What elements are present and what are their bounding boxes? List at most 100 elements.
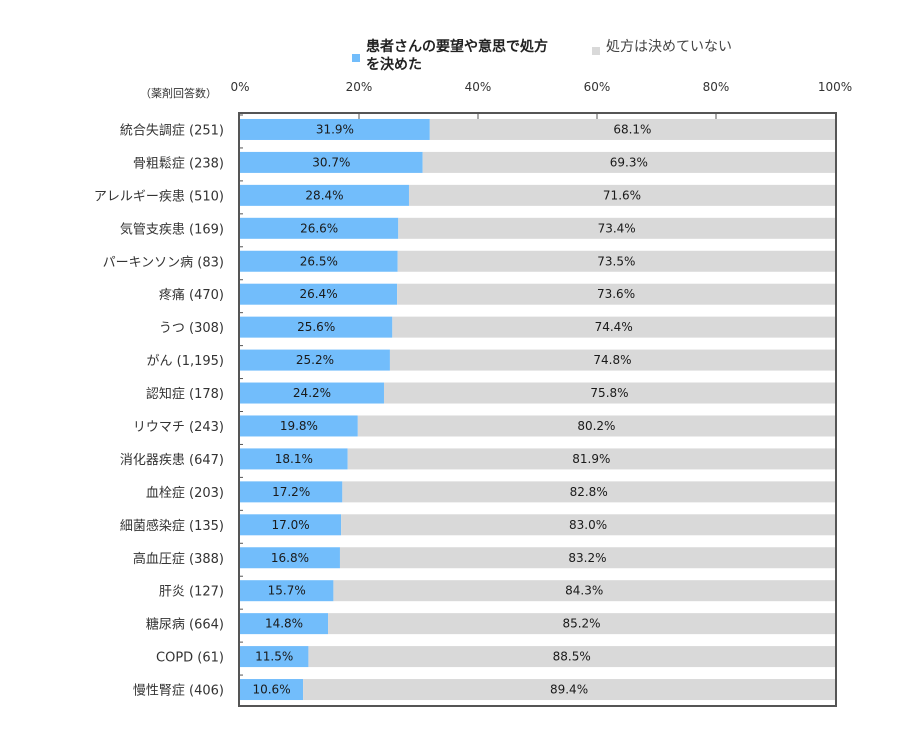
legend-swatch-not-decided: [592, 47, 600, 55]
bar-not-decided: [383, 382, 835, 404]
bar-requested: [240, 580, 334, 602]
category-label: 細菌感染症 (135): [120, 518, 224, 534]
category-label: 高血圧症 (388): [133, 551, 224, 567]
x-tick-label: 20%: [346, 80, 373, 94]
data-label-not-decided: 73.5%: [597, 254, 635, 268]
category-label: 認知症 (178): [146, 386, 224, 402]
bar-not-decided: [422, 151, 835, 173]
data-label-not-decided: 84.3%: [565, 584, 603, 598]
bar-requested: [240, 646, 309, 668]
bar-not-decided: [397, 250, 835, 272]
data-label-not-decided: 74.8%: [593, 353, 631, 367]
data-label-requested: 26.5%: [300, 254, 338, 268]
x-tick-label: 100%: [818, 80, 852, 94]
data-label-not-decided: 89.4%: [550, 683, 588, 697]
x-tick-label: 60%: [584, 80, 611, 94]
data-label-requested: 25.2%: [296, 353, 334, 367]
category-label: 気管支疾患 (169): [120, 221, 224, 237]
category-label: 糖尿病 (664): [146, 617, 224, 633]
x-tick-label: 0%: [230, 80, 249, 94]
bar-requested: [240, 382, 384, 404]
data-label-requested: 18.1%: [275, 452, 313, 466]
legend-item-not-decided: 処方は決めていない: [592, 38, 732, 56]
bar-requested: [240, 151, 423, 173]
data-label-not-decided: 83.2%: [568, 551, 606, 565]
bar-requested: [240, 250, 398, 272]
bar-not-decided: [389, 349, 835, 371]
bar-not-decided: [303, 679, 835, 701]
data-label-not-decided: 75.8%: [590, 386, 628, 400]
data-label-requested: 25.6%: [297, 320, 335, 334]
category-label: うつ (308): [159, 321, 224, 336]
data-label-requested: 17.0%: [272, 518, 310, 532]
bar-not-decided: [308, 646, 835, 668]
data-label-not-decided: 82.8%: [570, 485, 608, 499]
data-label-requested: 28.4%: [305, 188, 343, 202]
bar-requested: [240, 679, 304, 701]
bar-not-decided: [392, 316, 835, 338]
data-label-not-decided: 68.1%: [613, 122, 651, 136]
data-label-not-decided: 69.3%: [610, 155, 648, 169]
category-label: 統合失調症 (251): [120, 123, 224, 138]
category-label: リウマチ (243): [133, 420, 224, 435]
unit-label: （薬剤回答数）: [140, 87, 217, 100]
legend-item-requested: 患者さんの要望や意思で処方を決めた: [352, 38, 551, 74]
data-label-not-decided: 88.5%: [553, 650, 591, 664]
legend-label-not-decided: 処方は決めていない: [606, 39, 732, 55]
bar-requested: [240, 316, 393, 338]
data-label-requested: 16.8%: [271, 551, 309, 565]
data-label-requested: 31.9%: [316, 122, 354, 136]
x-tick-label: 40%: [465, 80, 492, 94]
legend-label-requested: 患者さんの要望や意思で処方を決めた: [366, 39, 548, 73]
data-label-requested: 26.4%: [299, 287, 337, 301]
bar-not-decided: [342, 481, 835, 503]
bar-requested: [240, 349, 390, 371]
data-label-requested: 24.2%: [293, 386, 331, 400]
bar-requested: [240, 547, 340, 569]
data-label-not-decided: 74.4%: [595, 320, 633, 334]
category-label: 慢性腎症 (406): [133, 683, 224, 699]
bar-not-decided: [398, 217, 835, 239]
data-label-requested: 10.6%: [252, 683, 290, 697]
bar-requested: [240, 415, 358, 437]
category-label: パーキンソン病 (83): [103, 255, 224, 270]
x-tick-label: 80%: [703, 80, 730, 94]
category-label: 疼痛 (470): [159, 287, 224, 303]
bar-not-decided: [347, 448, 835, 470]
bar-not-decided: [408, 184, 835, 206]
data-label-requested: 17.2%: [272, 485, 310, 499]
category-label: アレルギー疾患 (510): [94, 189, 224, 204]
bar-not-decided: [357, 415, 835, 437]
bar-requested: [240, 217, 399, 239]
bar-not-decided: [397, 283, 835, 305]
bar-requested: [240, 184, 409, 206]
category-label: 肝炎 (127): [159, 585, 224, 600]
plot-frame: [238, 112, 837, 707]
data-label-not-decided: 71.6%: [603, 188, 641, 202]
data-label-not-decided: 80.2%: [577, 419, 615, 433]
bar-requested: [240, 481, 343, 503]
data-label-not-decided: 83.0%: [569, 518, 607, 532]
data-label-not-decided: 73.4%: [598, 221, 636, 235]
bar-not-decided: [328, 613, 835, 635]
data-label-not-decided: 73.6%: [597, 287, 635, 301]
data-label-requested: 14.8%: [265, 617, 303, 631]
category-label: 骨粗鬆症 (238): [133, 156, 224, 171]
bar-not-decided: [341, 514, 835, 536]
data-label-requested: 11.5%: [255, 650, 293, 664]
legend-swatch-requested: [352, 54, 360, 62]
data-label-requested: 19.8%: [280, 419, 318, 433]
data-label-requested: 26.6%: [300, 221, 338, 235]
bar-not-decided: [339, 547, 835, 569]
bar-requested: [240, 283, 398, 305]
data-label-not-decided: 81.9%: [572, 452, 610, 466]
data-label-not-decided: 85.2%: [562, 617, 600, 631]
data-label-requested: 30.7%: [312, 155, 350, 169]
category-label: がん (1,195): [147, 354, 225, 369]
bar-requested: [240, 514, 342, 536]
category-label: COPD (61): [156, 651, 224, 666]
bar-requested: [240, 448, 348, 470]
category-label: 消化器疾患 (647): [120, 453, 224, 468]
bar-not-decided: [333, 580, 835, 602]
